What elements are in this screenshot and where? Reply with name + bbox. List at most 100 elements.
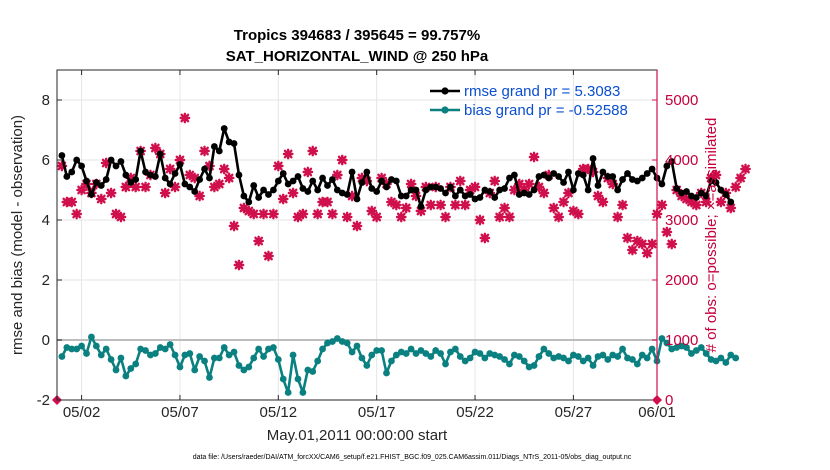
obs-count-marker	[710, 169, 722, 181]
rmse-point	[491, 194, 499, 201]
rmse-point	[161, 174, 169, 182]
rmse-point	[73, 156, 81, 164]
rmse-point	[466, 191, 474, 198]
obs-count-point	[558, 196, 569, 208]
obs-count-point	[582, 163, 594, 175]
obs-count-marker	[169, 181, 181, 193]
obs-count-point	[533, 181, 545, 193]
bias-point	[378, 347, 385, 354]
obs-count-point	[238, 202, 250, 214]
obs-count-marker	[302, 166, 314, 178]
obs-count-marker	[715, 196, 727, 208]
obs-count-point	[71, 208, 83, 220]
obs-count-marker	[410, 190, 422, 202]
bias-point	[279, 375, 287, 383]
rmse-point	[392, 177, 400, 185]
obs-count-marker	[287, 187, 299, 199]
bias-point	[358, 354, 366, 362]
obs-count-marker	[351, 220, 363, 232]
bias-point	[240, 366, 248, 374]
obs-count-marker	[105, 187, 117, 199]
obs-count-marker	[636, 238, 648, 250]
rmse-point	[599, 168, 607, 176]
obs-count-point	[622, 232, 633, 244]
rmse-point	[614, 186, 622, 194]
bias-point	[245, 363, 253, 371]
bias-point	[73, 345, 81, 353]
obs-count-point	[302, 166, 314, 178]
obs-count-point	[661, 226, 673, 238]
obs-count-marker	[366, 205, 378, 217]
bias-point	[274, 356, 282, 363]
rmse-point	[530, 186, 538, 194]
rmse-point	[137, 147, 145, 155]
bias-point	[58, 353, 66, 360]
obs-count-point	[243, 205, 255, 217]
obs-count-marker	[199, 145, 210, 157]
bias-point	[496, 353, 504, 360]
obs-count-marker	[440, 211, 451, 223]
chart-title-line1: Tropics 394683 / 395645 = 99.757%	[234, 27, 480, 44]
obs-count-marker	[390, 199, 402, 211]
bias-point	[220, 344, 228, 351]
rmse-point	[663, 162, 671, 170]
rmse-point	[333, 186, 341, 194]
bias-point	[373, 347, 381, 354]
rmse-point	[78, 162, 85, 170]
bias-point	[107, 356, 115, 363]
obs-count-point	[346, 190, 358, 202]
obs-count-point	[459, 199, 471, 211]
obs-count-marker	[681, 193, 692, 205]
obs-count-marker	[336, 154, 348, 166]
rmse-point	[673, 185, 681, 192]
obs-count-marker	[656, 199, 668, 211]
obs-count-marker	[238, 202, 250, 214]
obs-count-marker	[592, 190, 604, 202]
legend-item: rmse grand pr = 5.3083	[430, 83, 620, 100]
bias-point	[225, 351, 233, 359]
obs-count-point	[627, 244, 638, 256]
rmse-point	[122, 171, 130, 179]
obs-count-marker	[425, 199, 437, 211]
rmse-point	[63, 173, 71, 180]
rmse-point	[289, 177, 297, 185]
y-left-tick-label: -2	[37, 392, 50, 409]
obs-count-point	[282, 148, 294, 160]
bias-point	[215, 354, 223, 362]
rmse-point	[668, 158, 676, 165]
rmse-point	[560, 179, 567, 186]
rmse-point	[702, 192, 710, 200]
x-tick-label: 06/01	[638, 404, 676, 421]
rmse-point	[427, 183, 435, 191]
obs-count-point	[100, 157, 112, 169]
obs-count-point	[690, 199, 702, 211]
bias-point	[565, 357, 572, 365]
obs-count-marker	[499, 202, 510, 214]
obs-count-marker	[582, 163, 594, 175]
obs-count-point	[341, 211, 353, 223]
bias-point	[319, 345, 326, 353]
obs-count-point	[563, 187, 574, 199]
rmse-point	[525, 191, 533, 198]
rmse-point	[294, 173, 302, 180]
y-left-tick-label: 2	[42, 272, 50, 289]
legend-label: bias grand pr = -0.52588	[464, 102, 628, 119]
rmse-point	[97, 182, 105, 189]
obs-count-marker	[395, 211, 407, 223]
rmse-point	[501, 185, 508, 192]
obs-count-marker	[474, 214, 486, 226]
rmse-point	[510, 171, 518, 179]
bias-point	[697, 344, 705, 351]
rmse-point	[692, 194, 700, 201]
obs-count-marker	[415, 205, 427, 217]
obs-count-point	[312, 208, 324, 220]
obs-count-marker	[184, 169, 196, 181]
obs-count-point	[735, 172, 747, 184]
obs-count-marker	[533, 181, 545, 193]
obs-count-point	[715, 196, 727, 208]
obs-count-point	[395, 211, 407, 223]
y-right-tick-label: 2000	[665, 272, 698, 289]
obs-count-point	[56, 160, 68, 172]
bias-point	[535, 353, 543, 360]
obs-count-marker	[297, 208, 309, 220]
